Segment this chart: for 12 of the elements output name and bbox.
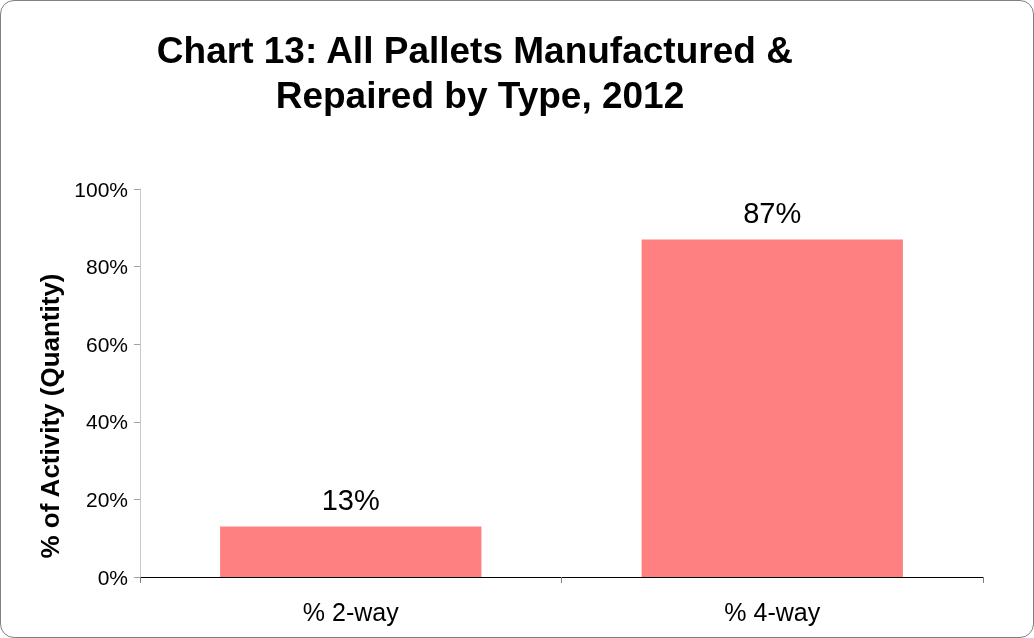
data-label: 87% <box>743 196 802 229</box>
y-tick-label: 60% <box>85 332 128 356</box>
y-tick-label: 0% <box>97 565 128 589</box>
x-tick-label: % 2-way <box>302 597 400 626</box>
x-tick-label: % 4-way <box>724 597 821 626</box>
y-tick-label: 80% <box>85 255 128 279</box>
y-tick-label: 20% <box>85 487 128 511</box>
y-tick-label: 100% <box>74 177 128 201</box>
y-axis-title: % of Activity (Quantity) <box>35 273 66 559</box>
y-tick-label: 40% <box>85 410 128 434</box>
data-label: 13% <box>321 484 380 517</box>
chart-title: Chart 13: All Pallets Manufactured & Repaired by Type, 2012 <box>156 30 804 116</box>
